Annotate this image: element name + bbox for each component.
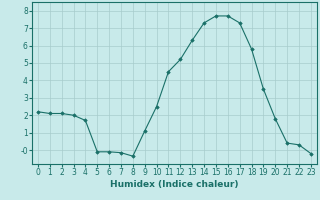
X-axis label: Humidex (Indice chaleur): Humidex (Indice chaleur) (110, 180, 239, 189)
